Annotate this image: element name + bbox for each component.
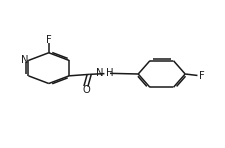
Text: O: O	[82, 85, 90, 95]
Text: F: F	[46, 35, 52, 45]
Text: N: N	[21, 55, 28, 65]
Text: H: H	[106, 68, 113, 78]
Text: N: N	[96, 68, 103, 78]
Text: F: F	[199, 71, 204, 81]
